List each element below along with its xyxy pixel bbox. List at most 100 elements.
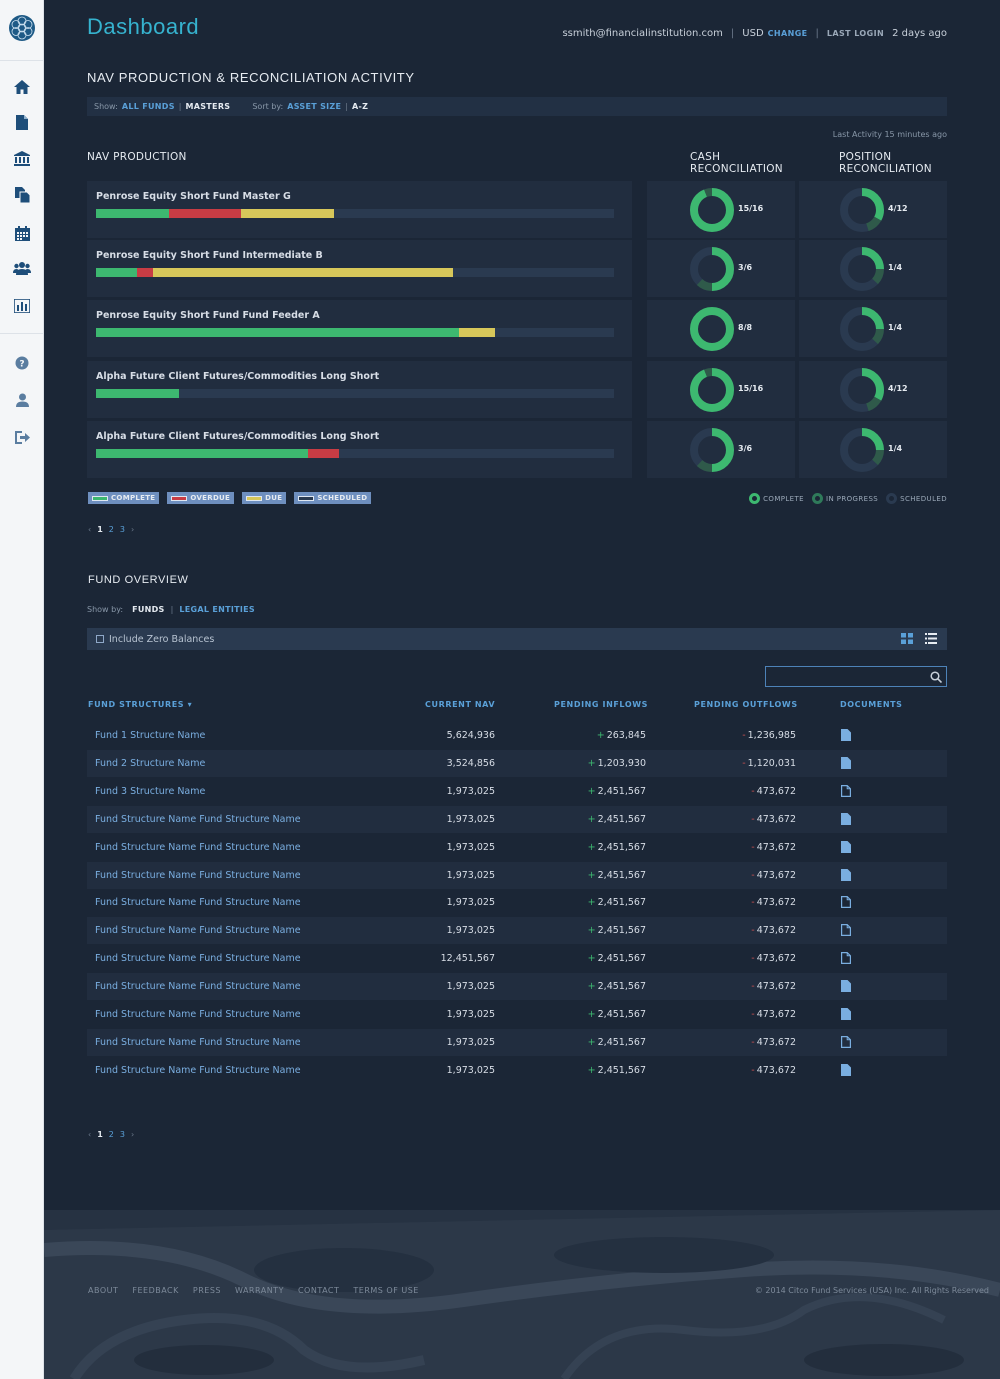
col-documents[interactable]: DOCUMENTS: [840, 700, 903, 709]
footer-link-feedback[interactable]: FEEDBACK: [132, 1286, 179, 1295]
document-icon[interactable]: [841, 980, 851, 993]
table-row[interactable]: Fund Structure Name Fund Structure Name …: [87, 861, 947, 889]
table-row[interactable]: Fund Structure Name Fund Structure Name …: [87, 805, 947, 833]
fund-structure-link[interactable]: Fund 1 Structure Name: [95, 730, 206, 741]
help-icon[interactable]: ?: [12, 353, 32, 373]
footer-link-warranty[interactable]: WARRANTY: [234, 1286, 284, 1295]
document-outline-icon[interactable]: [841, 1035, 851, 1048]
table-row[interactable]: Fund 1 Structure Name 5,624,936 +263,845…: [87, 722, 947, 749]
sort-az[interactable]: A-Z: [352, 102, 369, 111]
fund-search-input[interactable]: [765, 666, 947, 687]
footer-link-terms-of-use[interactable]: TERMS OF USE: [353, 1286, 419, 1295]
position-reconciliation-cell[interactable]: 4/12: [799, 181, 947, 238]
show-by-funds[interactable]: FUNDS: [132, 605, 165, 614]
position-reconciliation-cell[interactable]: 1/4: [799, 300, 947, 357]
calendar-icon[interactable]: [12, 223, 32, 243]
prev-page-icon[interactable]: ‹: [88, 1130, 92, 1139]
next-page-icon[interactable]: ›: [130, 1130, 135, 1139]
table-row[interactable]: Fund 2 Structure Name 3,524,856 +1,203,9…: [87, 749, 947, 777]
document-icon[interactable]: [841, 1063, 851, 1076]
table-row[interactable]: Fund Structure Name Fund Structure Name …: [87, 945, 947, 972]
position-reconciliation-cell[interactable]: 4/12: [799, 361, 947, 418]
fund-structure-link[interactable]: Fund Structure Name Fund Structure Name: [95, 813, 301, 825]
fund-structure-link[interactable]: Fund Structure Name Fund Structure Name: [95, 1009, 301, 1020]
show-by-legal-entities[interactable]: LEGAL ENTITIES: [179, 605, 255, 614]
page-2[interactable]: 2: [108, 1130, 114, 1139]
nav-production-row[interactable]: Alpha Future Client Futures/Commodities …: [87, 421, 632, 478]
document-outline-icon[interactable]: [841, 924, 851, 937]
nav-production-row[interactable]: Penrose Equity Short Fund Master G: [87, 181, 632, 238]
home-icon[interactable]: [12, 77, 32, 97]
fund-structure-link[interactable]: Fund Structure Name Fund Structure Name: [95, 925, 301, 937]
fund-structure-link[interactable]: Fund Structure Name Fund Structure Name: [95, 1036, 301, 1048]
page-2[interactable]: 2: [108, 525, 114, 534]
cash-reconciliation-cell[interactable]: 8/8: [647, 300, 795, 357]
nav-production-row[interactable]: Alpha Future Client Futures/Commodities …: [87, 361, 632, 418]
grid-view-icon[interactable]: [901, 633, 913, 644]
sort-asset-size[interactable]: ASSET SIZE: [287, 102, 342, 111]
fund-structure-link[interactable]: Fund Structure Name Fund Structure Name: [95, 869, 301, 881]
page-3[interactable]: 3: [119, 525, 125, 534]
document-outline-icon[interactable]: [841, 784, 851, 797]
fund-structure-link[interactable]: Fund Structure Name Fund Structure Name: [95, 1064, 301, 1076]
logout-icon[interactable]: [12, 427, 32, 447]
cash-reconciliation-cell[interactable]: 3/6: [647, 240, 795, 297]
show-all-funds[interactable]: ALL FUNDS: [121, 102, 175, 111]
minus-sign: -: [751, 869, 755, 881]
col-pending-outflows[interactable]: PENDING OUTFLOWS: [694, 700, 798, 709]
next-page-icon[interactable]: ›: [130, 525, 135, 534]
document-icon[interactable]: [841, 1008, 851, 1020]
fund-structure-link[interactable]: Fund Structure Name Fund Structure Name: [95, 841, 301, 853]
footer-link-press[interactable]: PRESS: [192, 1286, 221, 1295]
table-row[interactable]: Fund Structure Name Fund Structure Name …: [87, 889, 947, 916]
include-zero-checkbox[interactable]: [96, 635, 104, 643]
cash-reconciliation-cell[interactable]: 15/16: [647, 181, 795, 238]
table-row[interactable]: Fund Structure Name Fund Structure Name …: [87, 834, 947, 861]
fund-structure-link[interactable]: Fund 2 Structure Name: [95, 757, 206, 769]
fund-structure-link[interactable]: Fund 3 Structure Name: [95, 785, 206, 797]
show-masters[interactable]: MASTERS: [185, 102, 231, 111]
table-row[interactable]: Fund Structure Name Fund Structure Name …: [87, 1057, 947, 1084]
table-row[interactable]: Fund 3 Structure Name 1,973,025 +2,451,5…: [87, 778, 947, 805]
table-row[interactable]: Fund Structure Name Fund Structure Name …: [87, 917, 947, 945]
table-row[interactable]: Fund Structure Name Fund Structure Name …: [87, 1001, 947, 1028]
pending-outflow: -473,672: [751, 1037, 796, 1048]
nav-production-row[interactable]: Penrose Equity Short Fund Fund Feeder A: [87, 300, 632, 357]
users-icon[interactable]: [12, 258, 32, 278]
fund-structure-link[interactable]: Fund Structure Name Fund Structure Name: [95, 953, 301, 965]
table-row[interactable]: Fund Structure Name Fund Structure Name …: [87, 1028, 947, 1056]
page-3[interactable]: 3: [119, 1130, 125, 1139]
page-1[interactable]: 1: [97, 1130, 103, 1139]
document-icon[interactable]: [12, 112, 32, 132]
position-reconciliation-cell[interactable]: 1/4: [799, 240, 947, 297]
cash-reconciliation-cell[interactable]: 15/16: [647, 361, 795, 418]
table-row[interactable]: Fund Structure Name Fund Structure Name …: [87, 973, 947, 1001]
chart-icon[interactable]: [12, 296, 32, 316]
document-outline-icon[interactable]: [841, 896, 851, 909]
list-view-icon[interactable]: [925, 633, 937, 644]
fund-structure-link[interactable]: Fund Structure Name Fund Structure Name: [95, 897, 301, 909]
col-pending-inflows[interactable]: PENDING INFLOWS: [554, 700, 649, 709]
col-fund-structures[interactable]: FUND STRUCTURES ▾: [88, 700, 192, 709]
search-icon[interactable]: [930, 671, 942, 683]
document-icon[interactable]: [841, 756, 851, 769]
document-icon[interactable]: [841, 840, 851, 853]
document-icon[interactable]: [841, 868, 851, 881]
document-outline-icon[interactable]: [841, 952, 851, 965]
position-reconciliation-cell[interactable]: 1/4: [799, 421, 947, 478]
footer-link-about[interactable]: ABOUT: [88, 1286, 119, 1295]
files-icon[interactable]: [12, 185, 32, 205]
page-1[interactable]: 1: [97, 525, 103, 534]
footer-link-contact[interactable]: CONTACT: [297, 1286, 340, 1295]
col-current-nav[interactable]: CURRENT NAV: [425, 700, 496, 709]
document-icon[interactable]: [841, 812, 851, 825]
cash-reconciliation-cell[interactable]: 3/6: [647, 421, 795, 478]
nav-production-row[interactable]: Penrose Equity Short Fund Intermediate B: [87, 240, 632, 297]
bank-icon[interactable]: [12, 148, 32, 168]
prev-page-icon[interactable]: ‹: [88, 525, 92, 534]
fund-structure-link[interactable]: Fund Structure Name Fund Structure Name: [95, 981, 301, 993]
document-icon[interactable]: [841, 729, 851, 741]
change-currency-link[interactable]: CHANGE: [767, 29, 808, 38]
logo-icon[interactable]: [8, 14, 36, 42]
user-icon[interactable]: [12, 390, 32, 410]
